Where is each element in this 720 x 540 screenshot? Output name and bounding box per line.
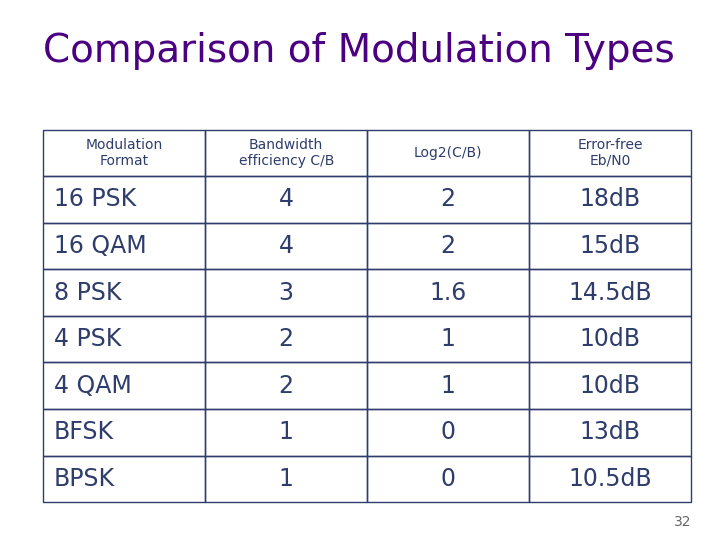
- Bar: [43, 130, 205, 176]
- Bar: [43, 409, 205, 456]
- Text: 4 PSK: 4 PSK: [54, 327, 122, 351]
- Text: 2: 2: [441, 234, 456, 258]
- Text: 10dB: 10dB: [580, 374, 641, 398]
- Bar: [205, 269, 367, 316]
- Text: Log2(C/B): Log2(C/B): [414, 146, 482, 160]
- Bar: [43, 362, 205, 409]
- Bar: [529, 130, 691, 176]
- Bar: [205, 456, 367, 502]
- Text: BPSK: BPSK: [54, 467, 115, 491]
- Text: 16 PSK: 16 PSK: [54, 187, 136, 212]
- Text: 10dB: 10dB: [580, 327, 641, 351]
- Text: 0: 0: [441, 420, 456, 444]
- Text: 4 QAM: 4 QAM: [54, 374, 132, 398]
- Text: Error-free
Eb/N0: Error-free Eb/N0: [577, 138, 643, 168]
- Text: BFSK: BFSK: [54, 420, 114, 444]
- Text: 4: 4: [279, 234, 294, 258]
- Bar: [205, 130, 367, 176]
- Bar: [367, 269, 529, 316]
- Bar: [529, 316, 691, 362]
- Text: 13dB: 13dB: [580, 420, 641, 444]
- Bar: [529, 409, 691, 456]
- Bar: [529, 456, 691, 502]
- Bar: [367, 362, 529, 409]
- Text: 2: 2: [441, 187, 456, 212]
- Bar: [529, 362, 691, 409]
- Text: 2: 2: [279, 327, 294, 351]
- Bar: [367, 222, 529, 269]
- Bar: [43, 222, 205, 269]
- Text: 10.5dB: 10.5dB: [568, 467, 652, 491]
- Text: 4: 4: [279, 187, 294, 212]
- Bar: [529, 269, 691, 316]
- Text: 3: 3: [279, 281, 294, 305]
- Text: 14.5dB: 14.5dB: [568, 281, 652, 305]
- Bar: [367, 316, 529, 362]
- Text: 1: 1: [441, 374, 456, 398]
- Bar: [43, 269, 205, 316]
- Text: Comparison of Modulation Types: Comparison of Modulation Types: [43, 32, 675, 70]
- Text: 15dB: 15dB: [580, 234, 641, 258]
- Bar: [43, 176, 205, 222]
- Bar: [205, 362, 367, 409]
- Text: Bandwidth
efficiency C/B: Bandwidth efficiency C/B: [238, 138, 334, 168]
- Bar: [367, 456, 529, 502]
- Text: 0: 0: [441, 467, 456, 491]
- Text: 1: 1: [279, 420, 294, 444]
- Text: 8 PSK: 8 PSK: [54, 281, 122, 305]
- Bar: [43, 456, 205, 502]
- Text: 2: 2: [279, 374, 294, 398]
- Bar: [367, 130, 529, 176]
- Bar: [205, 409, 367, 456]
- Text: 18dB: 18dB: [580, 187, 641, 212]
- Text: Modulation
Format: Modulation Format: [86, 138, 163, 168]
- Bar: [205, 316, 367, 362]
- Text: 1: 1: [441, 327, 456, 351]
- Text: 1: 1: [279, 467, 294, 491]
- Bar: [529, 222, 691, 269]
- Bar: [367, 176, 529, 222]
- Bar: [205, 222, 367, 269]
- Text: 1.6: 1.6: [430, 281, 467, 305]
- Text: 16 QAM: 16 QAM: [54, 234, 147, 258]
- Bar: [43, 316, 205, 362]
- Bar: [367, 409, 529, 456]
- Bar: [529, 176, 691, 222]
- Bar: [205, 176, 367, 222]
- Text: 32: 32: [674, 515, 691, 529]
